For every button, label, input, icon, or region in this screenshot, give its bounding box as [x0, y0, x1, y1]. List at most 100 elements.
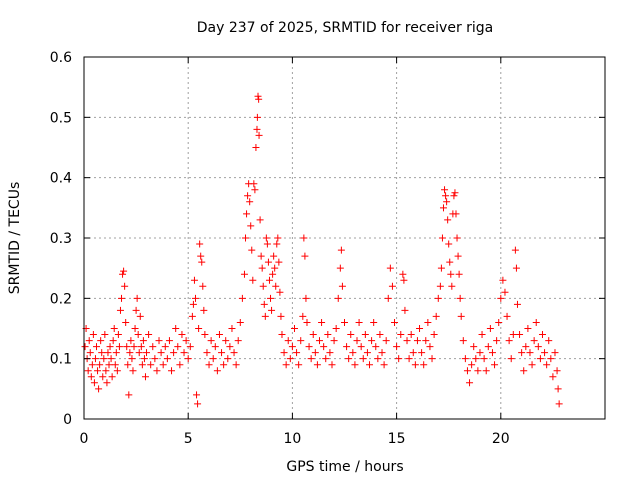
data-point: [190, 276, 198, 284]
data-point: [411, 361, 419, 369]
data-point: [147, 361, 155, 369]
data-point: [288, 343, 296, 351]
data-point: [395, 355, 403, 363]
data-point: [200, 306, 208, 314]
data-point: [97, 337, 105, 345]
data-point: [85, 337, 93, 345]
data-point: [413, 337, 421, 345]
data-point: [326, 349, 334, 357]
data-point: [120, 267, 128, 275]
y-axis-ticks: 0 0.1 0.2 0.3 0.4 0.5 0.6: [50, 50, 605, 428]
data-point: [511, 246, 519, 254]
data-point: [124, 361, 132, 369]
data-point: [238, 294, 246, 302]
data-point: [554, 385, 562, 393]
data-point: [251, 186, 259, 194]
data-point: [276, 288, 284, 296]
data-point: [194, 400, 202, 408]
data-point: [118, 294, 126, 302]
data-point: [482, 367, 490, 375]
data-point: [409, 349, 417, 357]
x-tick-label: 10: [283, 431, 301, 447]
data-point: [163, 355, 171, 363]
data-point: [334, 294, 342, 302]
data-point: [244, 192, 252, 200]
data-point: [161, 343, 169, 351]
data-point: [98, 349, 106, 357]
data-point: [109, 337, 117, 345]
data-point: [257, 252, 265, 260]
data-point: [393, 343, 401, 351]
data-point: [272, 282, 280, 290]
data-point: [374, 355, 382, 363]
data-point: [307, 355, 315, 363]
data-point: [430, 331, 438, 339]
data-point: [130, 343, 138, 351]
data-point: [461, 355, 469, 363]
data-point: [143, 349, 151, 357]
data-point: [384, 294, 392, 302]
data-point: [290, 325, 298, 332]
data-point: [102, 367, 110, 375]
data-point: [253, 113, 261, 121]
data-point: [532, 318, 540, 326]
data-point: [380, 361, 388, 369]
data-point: [355, 318, 363, 326]
data-point: [193, 391, 201, 399]
data-point: [151, 355, 159, 363]
data-point: [99, 373, 107, 381]
data-point: [313, 361, 321, 369]
data-point: [434, 294, 442, 302]
data-point: [401, 306, 409, 314]
data-point: [114, 331, 122, 339]
data-point: [476, 349, 484, 357]
y-tick-label: 0.1: [50, 352, 72, 368]
data-point: [186, 343, 194, 351]
data-point: [254, 92, 262, 100]
data-point: [351, 361, 359, 369]
data-point: [136, 312, 144, 320]
data-point: [484, 343, 492, 351]
data-point: [437, 264, 445, 272]
data-point: [397, 331, 405, 339]
data-point: [265, 276, 273, 284]
data-point: [522, 343, 530, 351]
data-point: [128, 355, 136, 363]
data-point: [309, 331, 317, 339]
data-point: [262, 234, 270, 242]
data-point: [234, 337, 242, 345]
data-point: [332, 325, 340, 332]
data-point: [451, 189, 459, 197]
data-point: [165, 337, 173, 345]
data-point: [472, 355, 480, 363]
data-point: [153, 367, 161, 375]
data-point: [353, 337, 361, 345]
data-point: [90, 379, 98, 387]
data-point: [268, 306, 276, 314]
data-point: [172, 325, 180, 332]
data-point: [295, 361, 303, 369]
data-point: [84, 367, 92, 375]
data-point: [126, 349, 134, 357]
data-point: [218, 349, 226, 357]
data-point: [347, 331, 355, 339]
data-point: [349, 349, 357, 357]
data-point: [149, 343, 157, 351]
data-point: [439, 204, 447, 212]
data-point: [400, 276, 408, 284]
data-point: [315, 337, 323, 345]
data-point: [543, 361, 551, 369]
data-point: [119, 270, 127, 278]
y-tick-label: 0.5: [50, 110, 72, 126]
data-point: [361, 331, 369, 339]
data-point: [209, 355, 217, 363]
data-point: [474, 367, 482, 375]
data-point: [125, 391, 133, 399]
data-point: [267, 294, 275, 302]
data-point: [263, 240, 271, 248]
data-point: [363, 349, 371, 357]
data-point: [284, 337, 292, 345]
data-point: [123, 343, 131, 351]
x-tick-label: 15: [388, 431, 406, 447]
